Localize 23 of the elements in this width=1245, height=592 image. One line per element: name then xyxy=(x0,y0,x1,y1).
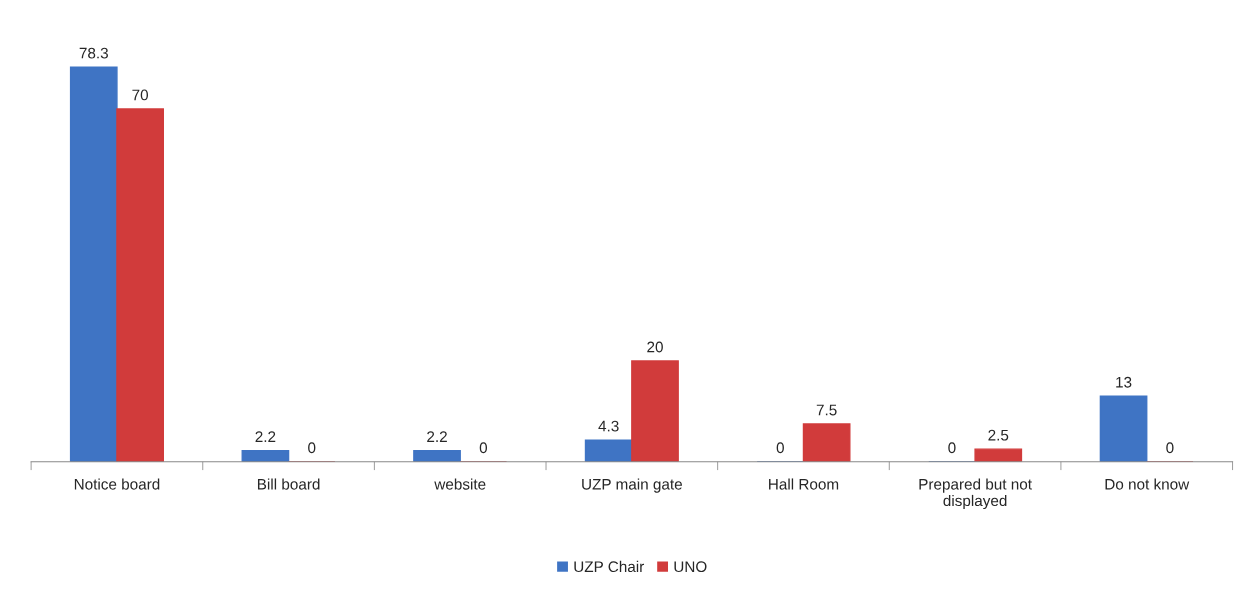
legend-label: UZP Chair xyxy=(574,560,645,573)
x-tick-label: website xyxy=(434,478,486,490)
data-label: 2.5 xyxy=(988,429,1009,441)
x-tick-label: Bill board xyxy=(257,478,320,490)
x-tick-label: Hall Room xyxy=(769,478,839,490)
x-tick-label: Prepared but not displayed xyxy=(919,478,1032,510)
x-tick-label: UZP main gate xyxy=(582,478,682,493)
data-label: 4.3 xyxy=(598,420,619,432)
x-tick-label: Notice board xyxy=(74,478,160,490)
legend-label: UNO xyxy=(674,561,707,573)
data-label: 7.5 xyxy=(816,404,837,416)
data-label: 70 xyxy=(132,89,149,101)
data-label: 2.2 xyxy=(427,431,447,442)
data-label: 0 xyxy=(776,442,784,454)
data-label: 2.2 xyxy=(255,431,276,442)
data-label: 20 xyxy=(647,341,663,353)
data-label: 78.3 xyxy=(79,47,108,59)
data-label: 0 xyxy=(308,442,316,454)
data-label: 0 xyxy=(1166,442,1174,454)
data-label: 0 xyxy=(948,442,956,454)
x-tick-label: Do not know xyxy=(1105,478,1190,490)
data-label: 13 xyxy=(1116,376,1132,388)
data-label: 0 xyxy=(479,442,488,454)
